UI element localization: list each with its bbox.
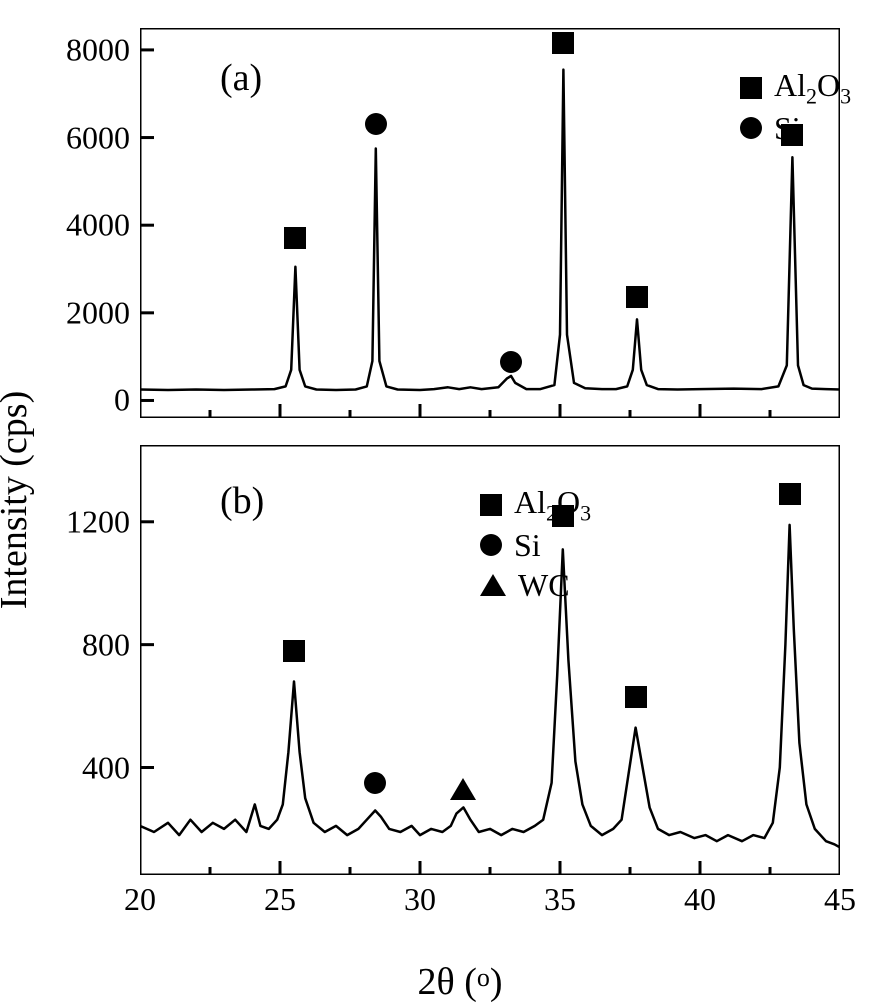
legend-label: WC bbox=[518, 567, 570, 604]
ytick-label: 1200 bbox=[66, 503, 130, 540]
peak-marker-circle bbox=[500, 351, 522, 373]
peak-marker-square bbox=[779, 483, 801, 505]
xlabel-degree: o bbox=[477, 963, 490, 992]
xtick-label: 20 bbox=[124, 881, 156, 918]
peak-marker-square bbox=[552, 32, 574, 54]
ytick-label: 6000 bbox=[66, 119, 130, 156]
peak-marker-square bbox=[284, 227, 306, 249]
y-axis-label: Intensity (cps) bbox=[0, 391, 36, 609]
ytick-label: 4000 bbox=[66, 207, 130, 244]
peak-marker-circle bbox=[365, 113, 387, 135]
legend-label: Si bbox=[774, 110, 801, 147]
panel-a-label: (a) bbox=[220, 56, 262, 100]
triangle-icon bbox=[480, 574, 506, 596]
ytick-label: 400 bbox=[82, 749, 130, 786]
legend-item: Al2O3 bbox=[480, 485, 591, 525]
xtick-label: 45 bbox=[824, 881, 856, 918]
panel-b: (b) 4008001200202530354045Al2O3SiWC bbox=[140, 445, 840, 875]
xtick-label: 25 bbox=[264, 881, 296, 918]
peak-marker-square bbox=[626, 286, 648, 308]
xtick-label: 40 bbox=[684, 881, 716, 918]
circle-icon bbox=[480, 534, 502, 556]
legend-item: Si bbox=[480, 525, 591, 565]
xrd-figure: Intensity (cps) 2θ (o) (a) 0200040006000… bbox=[0, 0, 874, 1000]
ytick-label: 800 bbox=[82, 626, 130, 663]
ytick-label: 0 bbox=[114, 382, 130, 419]
xlabel-prefix: 2θ ( bbox=[417, 961, 476, 1003]
circle-icon bbox=[740, 117, 762, 139]
xtick-label: 30 bbox=[404, 881, 436, 918]
peak-marker-triangle bbox=[450, 778, 476, 800]
legend: Al2O3SiWC bbox=[480, 485, 591, 605]
panel-a: (a) 02000400060008000Al2O3Si bbox=[140, 28, 840, 418]
legend-item: Si bbox=[740, 108, 851, 148]
xlabel-suffix: ) bbox=[490, 961, 503, 1003]
ytick-label: 2000 bbox=[66, 294, 130, 331]
legend-label: Si bbox=[514, 527, 541, 564]
legend: Al2O3Si bbox=[740, 68, 851, 148]
legend-item: Al2O3 bbox=[740, 68, 851, 108]
xtick-label: 35 bbox=[544, 881, 576, 918]
x-axis-label: 2θ (o) bbox=[417, 960, 502, 1004]
ytick-label: 8000 bbox=[66, 31, 130, 68]
peak-marker-circle bbox=[364, 772, 386, 794]
peak-marker-square bbox=[625, 686, 647, 708]
square-icon bbox=[480, 494, 502, 516]
legend-label: Al2O3 bbox=[774, 67, 851, 109]
legend-item: WC bbox=[480, 565, 591, 605]
legend-label: Al2O3 bbox=[514, 484, 591, 526]
panel-b-label: (b) bbox=[220, 479, 264, 523]
peak-marker-square bbox=[283, 640, 305, 662]
square-icon bbox=[740, 77, 762, 99]
